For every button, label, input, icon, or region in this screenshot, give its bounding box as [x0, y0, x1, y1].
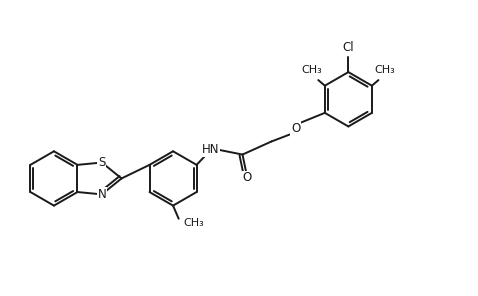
Text: CH₃: CH₃: [301, 65, 322, 75]
Text: CH₃: CH₃: [375, 65, 395, 75]
Text: Cl: Cl: [343, 41, 354, 54]
Text: CH₃: CH₃: [184, 218, 204, 229]
Text: S: S: [98, 156, 106, 169]
Text: O: O: [291, 122, 301, 135]
Text: O: O: [242, 171, 252, 184]
Text: HN: HN: [202, 143, 219, 156]
Text: N: N: [98, 188, 106, 201]
